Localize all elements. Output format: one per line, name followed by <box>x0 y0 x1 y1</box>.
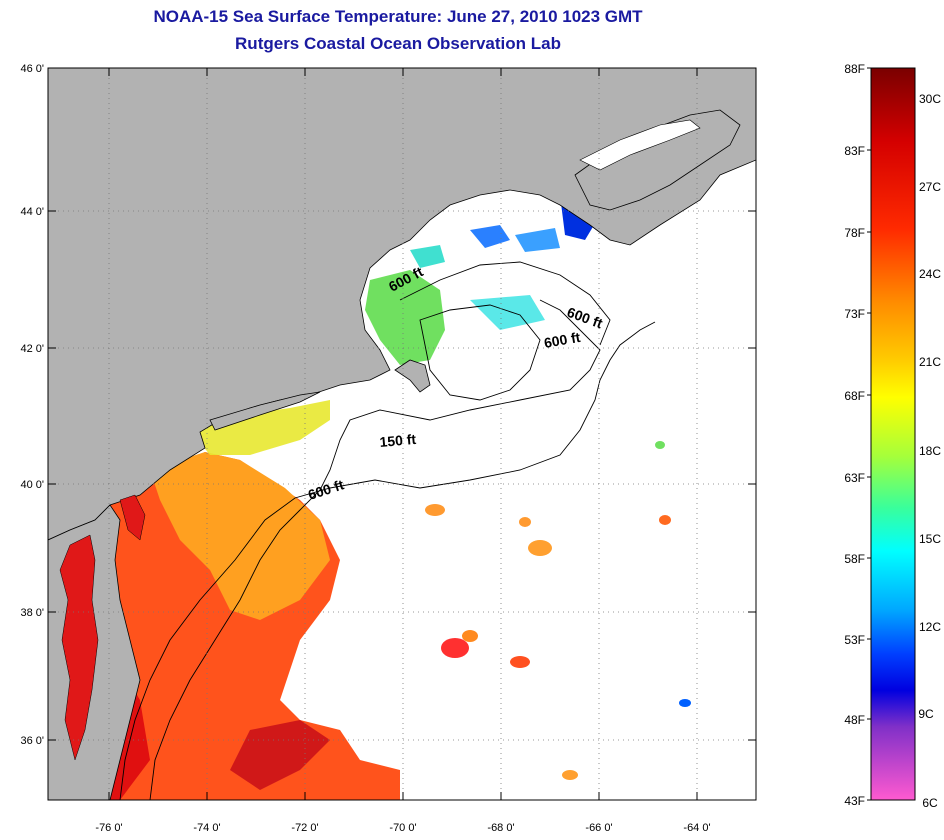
colorbar-f-label: 53F <box>844 633 865 647</box>
lat-label: 44 0' <box>20 206 44 218</box>
sst-cyan-patch <box>410 245 445 268</box>
lat-label: 40 0' <box>20 479 44 491</box>
lon-label: -66 0' <box>585 822 612 834</box>
sst-blob <box>462 630 478 642</box>
colorbar-c-labels: 30C 27C 24C 21C 18C 15C 12C 9C 6C <box>918 92 941 810</box>
contour-gulf-maine <box>399 261 611 346</box>
land-long-island <box>209 391 321 431</box>
sst-blob <box>655 441 665 449</box>
lon-label: -72 0' <box>291 822 318 834</box>
colorbar-f-label: 83F <box>844 144 865 158</box>
lon-label: -76 0' <box>95 822 122 834</box>
sst-yellow-band <box>190 400 330 455</box>
colorbar-gradient <box>870 67 916 801</box>
colorbar-c-label: 12C <box>919 620 941 634</box>
colorbar-c-label: 15C <box>919 532 941 546</box>
land-cape-cod <box>394 359 431 393</box>
lon-label: -70 0' <box>389 822 416 834</box>
sst-blob <box>562 770 578 780</box>
colorbar-f-label: 63F <box>844 471 865 485</box>
map-ticks <box>48 68 756 800</box>
colorbar-f-label: 78F <box>844 226 865 240</box>
contour-label: 150 ft <box>379 431 417 450</box>
map-subtitle: Rutgers Coastal Ocean Observation Lab <box>235 34 561 53</box>
sst-blob <box>679 699 691 707</box>
sst-orange-band <box>150 452 330 620</box>
colorbar-f-label: 58F <box>844 552 865 566</box>
land-new-england-canada <box>48 68 756 541</box>
lat-label: 46 0' <box>20 63 44 75</box>
sst-blob <box>441 638 469 658</box>
lat-label: 38 0' <box>20 607 44 619</box>
colorbar: 88F 83F 78F 73F 68F 63F 58F 53F 48F 43F … <box>844 62 941 810</box>
colorbar-f-labels: 88F 83F 78F 73F 68F 63F 58F 53F 48F 43F <box>844 62 865 808</box>
colorbar-c-label: 18C <box>919 444 941 458</box>
land-bay-of-fundy-water <box>579 119 701 171</box>
sst-blob <box>425 504 445 516</box>
map-title: NOAA-15 Sea Surface Temperature: June 27… <box>153 7 643 26</box>
chesapeake-bay <box>59 534 99 761</box>
colorbar-f-label: 43F <box>844 794 865 808</box>
colorbar-f-label: 68F <box>844 389 865 403</box>
lat-label: 36 0' <box>20 735 44 747</box>
sst-green-patch <box>365 270 445 365</box>
sst-blob <box>510 656 530 668</box>
colorbar-c-label: 9C <box>918 707 934 721</box>
colorbar-c-label: 21C <box>919 355 941 369</box>
lon-label: -74 0' <box>193 822 220 834</box>
sst-red-south <box>230 720 330 790</box>
lat-labels: 46 0' 44 0' 42 0' 40 0' 38 0' 36 0' <box>20 63 44 747</box>
colorbar-c-label: 6C <box>922 796 938 810</box>
delaware-bay <box>119 494 146 541</box>
sst-blue-patch-3 <box>515 228 560 252</box>
sst-blob <box>528 540 552 556</box>
sst-blob <box>519 517 531 527</box>
sst-blob <box>659 515 671 525</box>
colorbar-c-label: 24C <box>919 267 941 281</box>
lon-label: -68 0' <box>487 822 514 834</box>
contour-inner <box>419 304 541 401</box>
colorbar-c-label: 27C <box>919 180 941 194</box>
contour-label: 600 ft <box>543 329 582 351</box>
map-grid <box>48 68 756 800</box>
colorbar-c-label: 30C <box>919 92 941 106</box>
map-frame <box>47 67 757 801</box>
sst-cyan-patch-2 <box>470 295 545 330</box>
colorbar-f-label: 88F <box>844 62 865 76</box>
colorbar-f-label: 73F <box>844 307 865 321</box>
lat-label: 42 0' <box>20 343 44 355</box>
lon-labels: -76 0' -74 0' -72 0' -70 0' -68 0' -66 0… <box>95 822 710 834</box>
contour-600ft <box>119 321 656 800</box>
lon-label: -64 0' <box>683 822 710 834</box>
sst-blue-patch-2 <box>470 225 510 248</box>
colorbar-f-label: 48F <box>844 713 865 727</box>
